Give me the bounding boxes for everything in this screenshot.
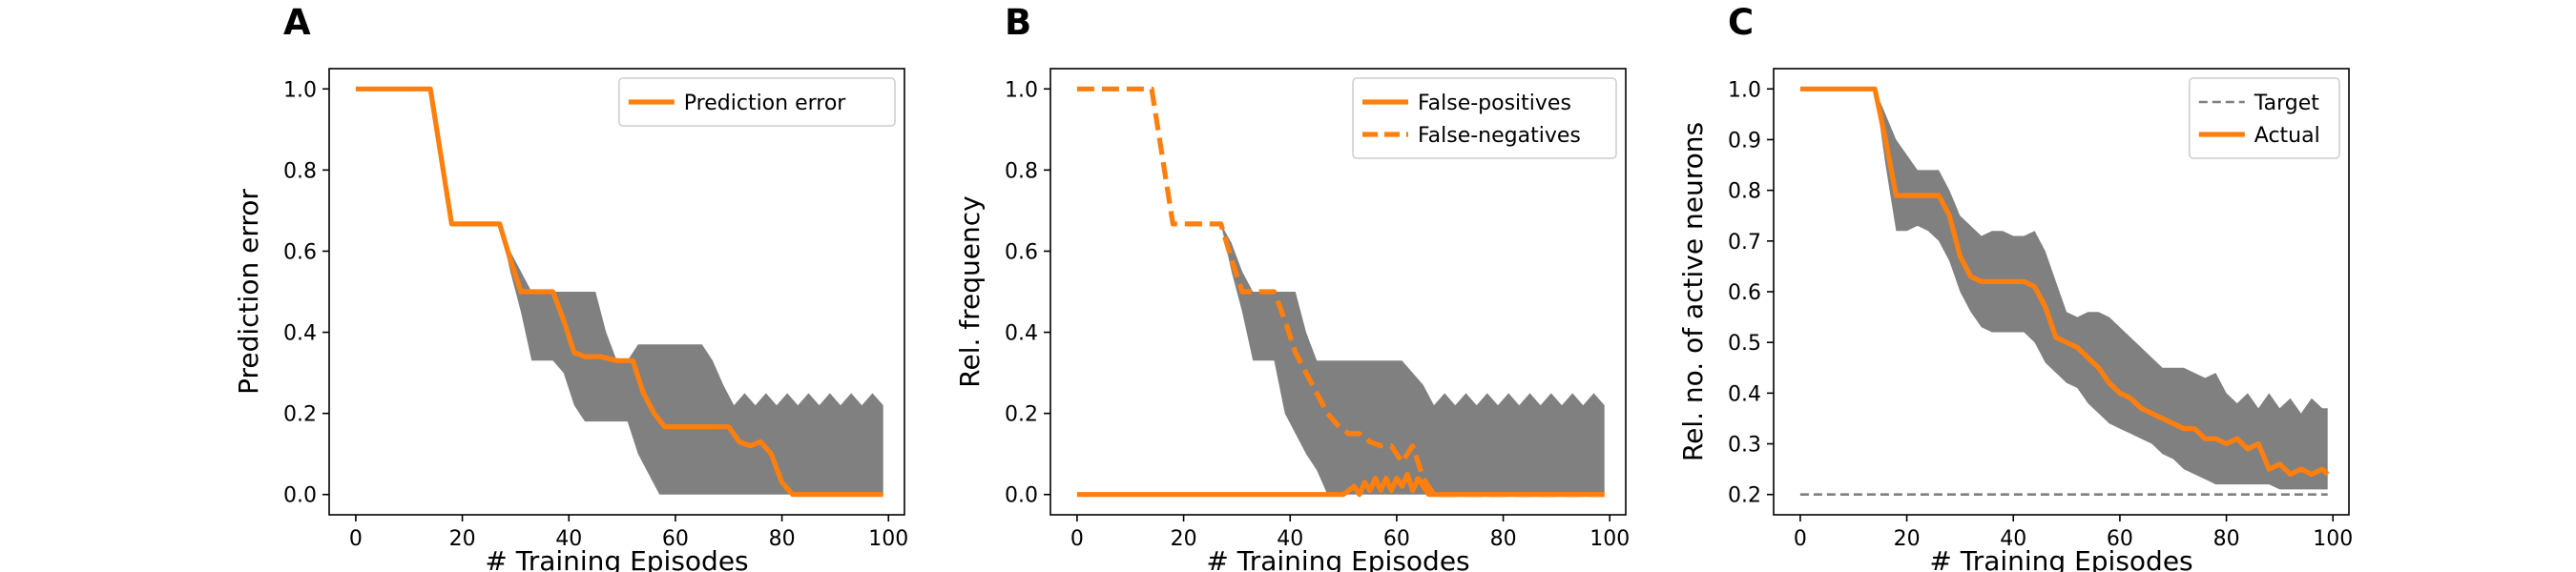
legend-box — [2189, 77, 2340, 159]
plot-frame — [328, 68, 905, 516]
x-axis-label: # Training Episodes — [1206, 545, 1469, 572]
x-tick-label: 20 — [1894, 527, 1921, 551]
x-axis-label: # Training Episodes — [485, 545, 748, 572]
chart-panel-a: A 0 20 40 60 80 100 0.0 0.2 0.4 0.6 0.8 1.0 # Trainin… — [233, 2, 908, 572]
confidence-band — [355, 89, 883, 495]
y-tick-label: 0.2 — [1728, 484, 1761, 508]
confidence-band — [1799, 89, 2328, 490]
y-tick-label: 0.8 — [283, 159, 317, 183]
legend-label: Prediction error — [684, 92, 846, 115]
x-tick-label: 40 — [2000, 527, 2026, 551]
y-axis-label: Rel. frequency — [954, 195, 986, 387]
x-tick-label: 0 — [1070, 527, 1084, 551]
series-line-false-positives — [1076, 471, 1605, 498]
panel-letter: B — [1005, 2, 1031, 43]
series-line-actual — [1799, 86, 2330, 478]
x-tick-label: 100 — [2313, 527, 2353, 551]
plot-area — [355, 86, 883, 498]
x-tick-label: 20 — [1171, 527, 1197, 551]
x-tick-label: 80 — [769, 527, 796, 551]
legend-label: False-negatives — [1418, 124, 1581, 148]
x-axis-label: # Training Episodes — [1929, 545, 2192, 572]
y-tick-label: 0.4 — [1728, 382, 1761, 406]
y-tick-label: 0.6 — [283, 240, 317, 264]
legend-box — [1352, 77, 1617, 159]
x-tick-label: 100 — [868, 527, 908, 551]
x-tick-label: 60 — [662, 527, 689, 551]
y-tick-label: 0.2 — [1005, 403, 1038, 427]
y-tick-label: 0.4 — [283, 322, 317, 346]
x-tick-label: 60 — [1383, 527, 1410, 551]
y-tick-label: 0.0 — [1005, 484, 1038, 508]
legend-box — [618, 77, 896, 127]
x-tick-label: 100 — [1589, 527, 1630, 551]
y-tick-label: 1.0 — [1728, 78, 1761, 102]
x-tick-label: 20 — [449, 527, 476, 551]
x-tick-label: 80 — [2213, 527, 2240, 551]
legend: Target Actual — [2189, 77, 2340, 159]
legend: Prediction error — [618, 77, 896, 127]
y-tick-label: 0.8 — [1728, 180, 1761, 204]
x-tick-label: 80 — [1490, 527, 1517, 551]
chart-panel-b: B 0 20 40 60 80 100 0.0 0.2 0.4 0.6 0.8 1.0 # Trainin… — [954, 2, 1630, 572]
y-tick-label: 0.5 — [1728, 332, 1761, 356]
y-tick-label: 0.8 — [1005, 159, 1038, 183]
y-tick-label: 0.3 — [1728, 434, 1761, 458]
y-axis-label: Rel. no. of active neurons — [1677, 122, 1709, 461]
plot-frame — [1049, 68, 1627, 516]
x-tick-label: 0 — [1794, 527, 1807, 551]
plot-area — [1799, 86, 2330, 497]
y-tick-label: 0.6 — [1005, 240, 1038, 264]
y-tick-label: 0.0 — [283, 484, 317, 508]
panel-letter: C — [1728, 2, 1754, 43]
y-tick-label: 0.6 — [1728, 281, 1761, 305]
x-tick-label: 60 — [2107, 527, 2133, 551]
y-tick-label: 1.0 — [1005, 78, 1038, 102]
plot-area — [1076, 86, 1605, 498]
x-tick-label: 40 — [555, 527, 582, 551]
series-line-prediction-error — [355, 86, 883, 498]
chart-panel-c: C 0 20 40 60 80 100 0.2 0.3 0.4 0.5 0.6 0.7 0.8 0.9 1.0… — [1677, 2, 2353, 572]
legend-label: False-positives — [1418, 92, 1571, 115]
y-tick-label: 0.9 — [1728, 129, 1761, 153]
legend: False-positives False-negatives — [1352, 77, 1617, 159]
x-tick-label: 40 — [1277, 527, 1303, 551]
legend-label: Actual — [2254, 124, 2320, 148]
legend-label: Target — [2254, 92, 2319, 115]
y-axis-label: Prediction error — [233, 189, 264, 395]
y-tick-label: 0.2 — [283, 403, 317, 427]
confidence-band — [1076, 89, 1605, 495]
y-tick-label: 0.7 — [1728, 231, 1761, 255]
x-tick-label: 0 — [349, 527, 363, 551]
series-line-false-negatives — [1076, 86, 1605, 498]
panel-letter: A — [283, 2, 311, 43]
y-tick-label: 1.0 — [283, 78, 317, 102]
y-tick-label: 0.4 — [1005, 322, 1038, 346]
